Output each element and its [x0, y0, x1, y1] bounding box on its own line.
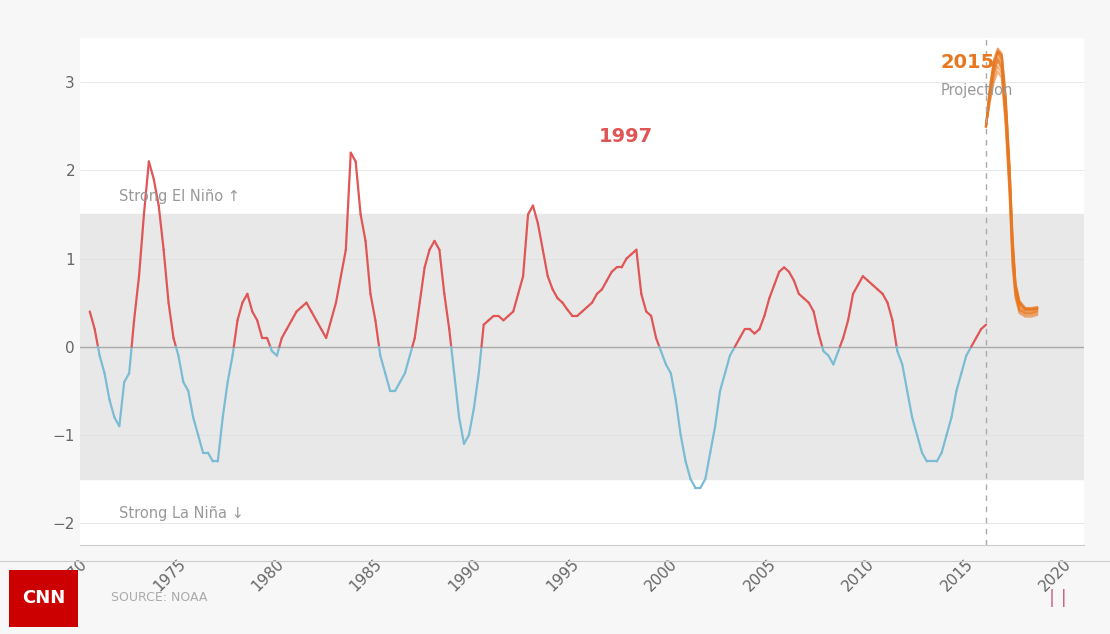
- Text: | |: | |: [1049, 588, 1067, 607]
- Text: 1997: 1997: [598, 127, 653, 146]
- Text: CNN: CNN: [22, 588, 64, 607]
- FancyBboxPatch shape: [9, 570, 78, 626]
- Text: Strong El Niño ↑: Strong El Niño ↑: [119, 189, 240, 204]
- Text: SOURCE: NOAA: SOURCE: NOAA: [111, 591, 208, 604]
- Text: Strong La Niña ↓: Strong La Niña ↓: [119, 507, 244, 521]
- Text: Projection: Projection: [940, 83, 1013, 98]
- Text: 2015: 2015: [940, 53, 995, 72]
- Bar: [80, 214, 1084, 479]
